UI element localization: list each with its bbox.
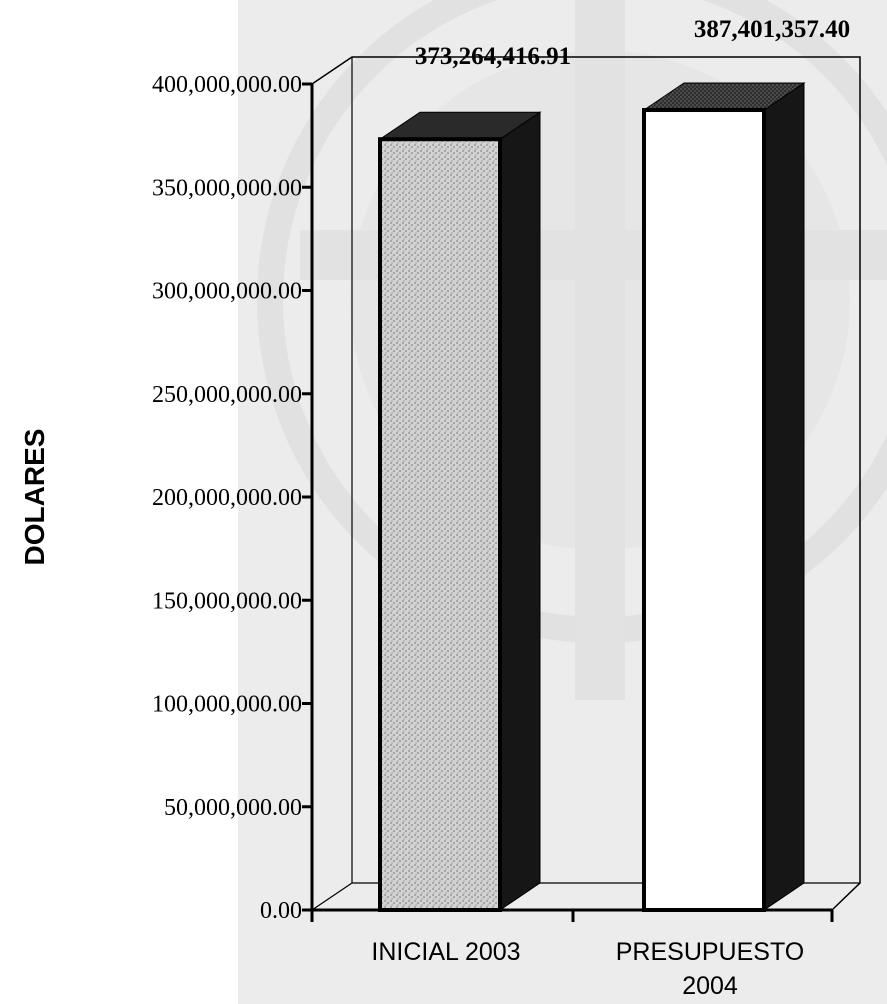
y-tick-label: 200,000,000.00 (152, 485, 302, 511)
bar-2 (642, 82, 806, 913)
bar-side-face (763, 82, 805, 911)
y-tick-label: 150,000,000.00 (152, 588, 302, 614)
x-category-label-line: PRESUPUESTO (616, 938, 804, 966)
bar-front-face (642, 108, 766, 913)
bar-value-label: 373,264,416.91 (415, 43, 571, 70)
bar-front-face (378, 137, 502, 912)
y-tick-label: 350,000,000.00 (152, 175, 302, 201)
y-tick-label: 50,000,000.00 (164, 795, 302, 821)
x-category-label-line: INICIAL 2003 (371, 938, 520, 966)
y-tick-label: 300,000,000.00 (152, 279, 302, 305)
bars-layer (378, 82, 806, 913)
x-category-label: PRESUPUESTO 2004 (616, 938, 804, 1000)
y-tick-label: 250,000,000.00 (152, 382, 302, 408)
bar-value-label: 387,401,357.40 (694, 16, 850, 43)
x-category-label-line: 2004 (682, 972, 738, 1000)
x-category-label: INICIAL 2003 (371, 938, 520, 966)
labels-layer: 0.00 50,000,000.00 100,000,000.00 150,000,0… (19, 16, 850, 1000)
back-wall-outline (311, 56, 861, 911)
y-tick-label: 0.00 (260, 898, 302, 924)
y-tick-label: 100,000,000.00 (152, 692, 302, 718)
y-tick-label: 400,000,000.00 (152, 72, 302, 98)
floor-left-edge (311, 882, 353, 911)
bar-side-face (499, 111, 541, 911)
bar-1 (378, 111, 542, 912)
y-axis-title: DOLARES (19, 429, 50, 566)
